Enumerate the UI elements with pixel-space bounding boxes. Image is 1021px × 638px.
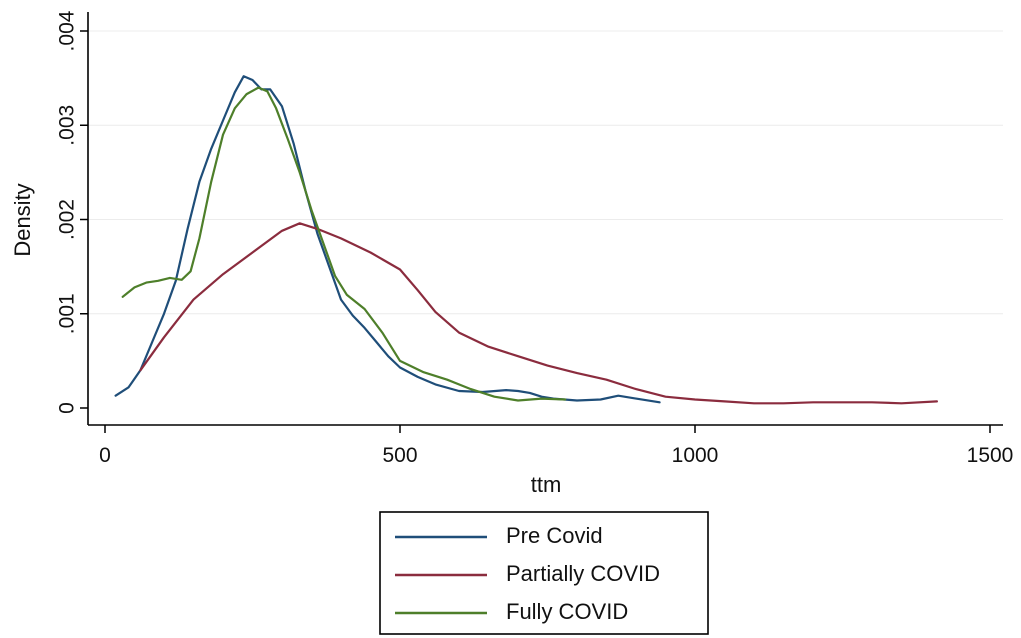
series-line-fully-covid xyxy=(121,86,567,402)
legend-label-pre-covid: Pre Covid xyxy=(506,523,603,548)
y-tick-label-0: 0 xyxy=(56,402,79,414)
y-axis-title: Density xyxy=(10,183,35,256)
series-line-pre-covid xyxy=(114,75,661,404)
x-tick-label-2: 1000 xyxy=(672,444,719,467)
series-lines xyxy=(114,75,939,405)
grid-lines xyxy=(88,30,1003,315)
legend: Pre Covid Partially COVID Fully COVID xyxy=(379,511,709,635)
axis-ticks: 0 .001 .002 .003 .004 0 500 1000 1500 xyxy=(56,10,1014,467)
axes xyxy=(87,12,1003,426)
series-line-partially-covid xyxy=(139,222,939,405)
x-tick-label-1: 500 xyxy=(382,444,417,467)
y-tick-label-1: .001 xyxy=(56,293,79,334)
legend-label-fully-covid: Fully COVID xyxy=(506,599,628,624)
x-axis-title: ttm xyxy=(531,472,562,497)
x-tick-label-0: 0 xyxy=(99,444,111,467)
y-tick-label-4: .004 xyxy=(56,10,79,51)
x-tick-label-3: 1500 xyxy=(967,444,1014,467)
y-tick-label-2: .002 xyxy=(56,199,79,240)
legend-label-partially-covid: Partially COVID xyxy=(506,561,660,586)
y-tick-label-3: .003 xyxy=(56,105,79,146)
